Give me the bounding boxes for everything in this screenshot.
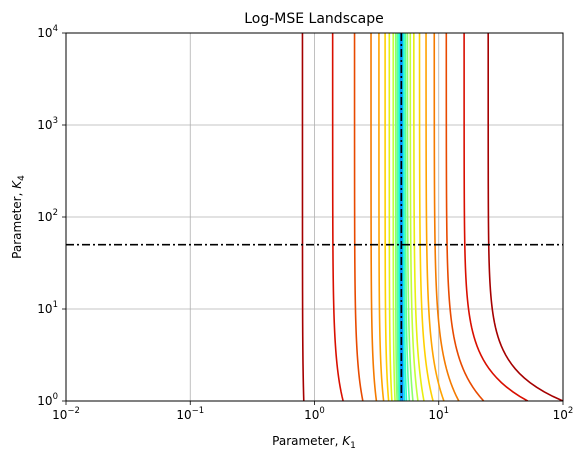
contour-left-branch [398, 33, 401, 401]
x-axis-label: Parameter, K1 [272, 434, 356, 451]
y-tick-base: 10 [37, 302, 52, 316]
y-tick-base: 10 [37, 394, 52, 408]
x-tick-exponent: 1 [444, 406, 449, 416]
contour-right-branch [404, 33, 411, 401]
x-tick-label: 102 [553, 406, 574, 422]
x-axis-label-text: Parameter, [272, 434, 342, 448]
x-tick-exponent: −1 [192, 406, 205, 416]
y-tick-base: 10 [37, 210, 52, 224]
contour-left-branch [378, 33, 385, 401]
y-tick-exponent: 3 [53, 116, 58, 126]
y-axis-label-text: Parameter, [10, 189, 24, 259]
y-axis-label: Parameter, K4 [10, 175, 27, 259]
contour-left-branch [301, 33, 305, 401]
y-axis-label-symbol: K [10, 180, 24, 189]
contour-left-branch [370, 33, 378, 401]
y-tick-base: 10 [37, 26, 52, 40]
contour-left-branch [392, 33, 396, 401]
x-axis-label-subscript: 1 [350, 441, 356, 451]
y-tick-base: 10 [37, 118, 52, 132]
contour-right-branch [463, 33, 529, 401]
contour-lines [301, 33, 563, 401]
contour-right-branch [413, 33, 425, 401]
y-tick-exponent: 2 [53, 208, 58, 218]
x-tick-base: 10 [52, 408, 67, 422]
y-tick-label: 101 [37, 300, 58, 316]
x-tick-exponent: −2 [67, 406, 80, 416]
x-tick-label: 10−1 [176, 406, 204, 422]
contour-right-branch [433, 33, 460, 401]
x-tick-label: 101 [428, 406, 449, 422]
contour-right-branch [425, 33, 445, 401]
y-tick-label: 103 [37, 116, 58, 132]
y-tick-label: 100 [37, 392, 58, 408]
contour-right-branch [445, 33, 485, 401]
x-axis-label-symbol: K [342, 434, 351, 448]
chart-title: Log-MSE Landscape [244, 11, 384, 27]
x-tick-base: 10 [553, 408, 568, 422]
contour-left-branch [331, 33, 344, 401]
y-axis-label-subscript: 4 [17, 175, 27, 181]
contour-right-branch [406, 33, 414, 401]
x-tick-exponent: 2 [568, 406, 573, 416]
contour-left-branch [394, 33, 398, 401]
y-tick-exponent: 4 [53, 24, 58, 34]
y-tick-exponent: 1 [53, 300, 58, 310]
y-tick-label: 102 [37, 208, 58, 224]
x-tick-exponent: 0 [319, 406, 324, 416]
contour-left-branch [384, 33, 390, 401]
x-tick-base: 10 [176, 408, 191, 422]
contour-left-branch [353, 33, 364, 401]
contour-left-branch [396, 33, 400, 401]
x-axis-ticks: 10−2 10−1 100 101 102 [52, 401, 573, 422]
contour-right-branch [401, 33, 406, 401]
contour-left-branch [388, 33, 393, 401]
reference-lines [66, 33, 563, 401]
x-tick-label: 100 [304, 406, 325, 422]
x-tick-base: 10 [304, 408, 319, 422]
contour-right-branch [409, 33, 419, 401]
contour-right-branch [487, 33, 563, 401]
x-tick-base: 10 [428, 408, 443, 422]
y-tick-exponent: 0 [53, 392, 58, 402]
contour-right-branch [418, 33, 434, 401]
contour-right-branch [403, 33, 408, 401]
y-tick-label: 104 [37, 24, 58, 40]
x-tick-label: 10−2 [52, 406, 80, 422]
